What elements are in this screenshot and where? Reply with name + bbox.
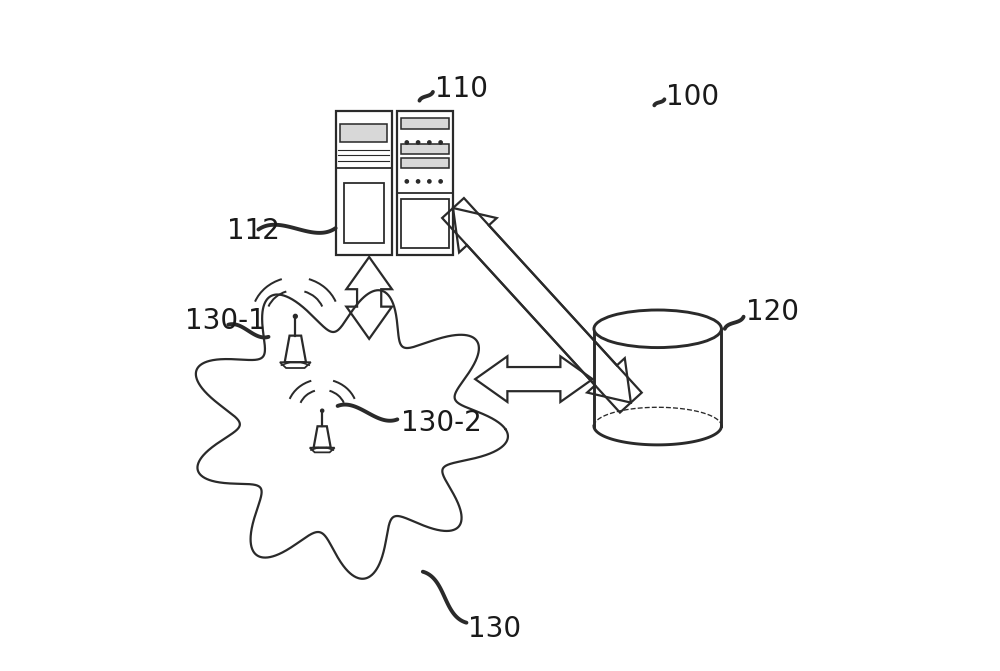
Bar <box>401 118 449 130</box>
Circle shape <box>428 141 431 144</box>
Bar <box>340 123 387 142</box>
Circle shape <box>321 409 324 412</box>
Bar <box>401 158 449 168</box>
Circle shape <box>405 180 408 183</box>
Ellipse shape <box>594 310 721 348</box>
Text: 130: 130 <box>468 615 522 643</box>
Text: 112: 112 <box>227 217 280 246</box>
Circle shape <box>293 315 297 318</box>
Circle shape <box>416 180 420 183</box>
Bar <box>344 183 384 244</box>
Text: 100: 100 <box>666 83 720 111</box>
Circle shape <box>439 141 442 144</box>
Text: 110: 110 <box>435 74 488 103</box>
Bar <box>336 111 392 255</box>
Circle shape <box>428 180 431 183</box>
Circle shape <box>439 180 442 183</box>
Bar <box>397 111 453 255</box>
Bar <box>401 199 449 248</box>
Bar <box>594 329 721 426</box>
Text: 130-2: 130-2 <box>401 409 481 437</box>
Circle shape <box>405 141 408 144</box>
Text: 130-1: 130-1 <box>185 307 265 335</box>
Text: 120: 120 <box>746 298 799 326</box>
Bar <box>401 144 449 154</box>
Circle shape <box>416 141 420 144</box>
